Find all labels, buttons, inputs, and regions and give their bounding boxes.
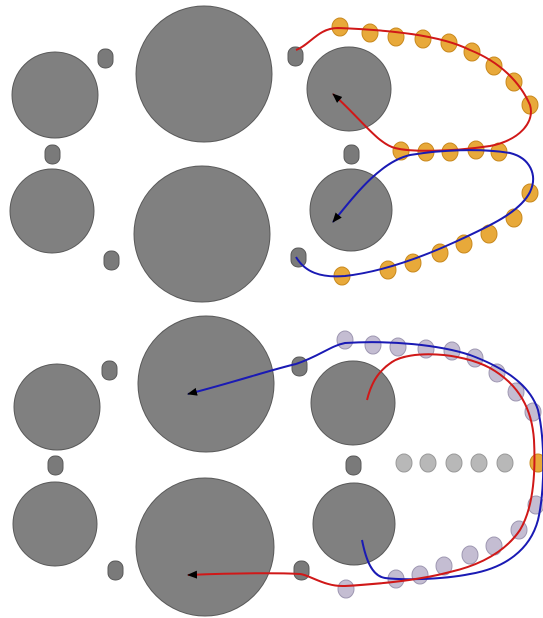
top-left-upper-circle <box>11 51 99 139</box>
bottom-small-node <box>47 455 64 476</box>
lavender-node <box>411 565 429 585</box>
bottom-red-path <box>187 353 536 588</box>
lavender-node <box>364 335 382 355</box>
top-small-node <box>290 247 307 268</box>
top-panel <box>9 5 539 303</box>
orange-node <box>463 42 481 62</box>
orange-node <box>414 29 432 49</box>
top-red-path <box>295 26 532 152</box>
orange-node <box>485 56 503 76</box>
bottom-right-upper-circle <box>310 360 396 446</box>
top-blue-path <box>295 149 535 278</box>
top-small-node <box>287 46 304 67</box>
orange-node <box>529 453 543 473</box>
bottom-small-node <box>293 560 310 581</box>
gray-node <box>395 453 413 473</box>
bottom-small-node <box>101 360 118 381</box>
orange-node <box>505 208 523 228</box>
bottom-left-lower-circle <box>12 481 98 567</box>
gray-node <box>445 453 463 473</box>
top-center-upper-circle <box>135 5 273 143</box>
bottom-center-upper-circle <box>137 315 275 453</box>
lavender-node <box>389 337 407 357</box>
lavender-node <box>337 579 355 599</box>
lavender-node <box>336 330 354 350</box>
bottom-right-lower-circle <box>312 482 396 566</box>
bottom-blue-path <box>295 341 543 581</box>
orange-node <box>505 72 523 92</box>
top-center-lower-circle <box>133 165 271 303</box>
bottom-center-lower-circle <box>135 477 275 617</box>
lavender-node <box>435 556 453 576</box>
gray-node <box>470 453 488 473</box>
bottom-small-node <box>345 455 362 476</box>
top-right-lower-circle <box>309 168 393 252</box>
top-left-lower-circle <box>9 168 95 254</box>
bottom-small-node <box>107 560 124 581</box>
bottom-blue-arrow <box>187 363 297 396</box>
gray-node <box>419 453 437 473</box>
lavender-node <box>461 545 479 565</box>
gray-node <box>496 453 514 473</box>
bottom-gray-node-row <box>395 453 543 473</box>
top-small-node <box>103 250 120 271</box>
orange-node <box>361 23 379 43</box>
top-orange-nodes <box>331 17 539 286</box>
top-small-node <box>343 144 360 165</box>
orange-node <box>331 17 349 37</box>
orange-node <box>379 260 397 280</box>
top-right-upper-circle <box>306 46 392 132</box>
top-small-node <box>97 48 114 69</box>
bottom-left-upper-circle <box>13 363 101 451</box>
lavender-node <box>485 536 503 556</box>
bottom-panel <box>12 315 543 617</box>
top-small-node <box>44 144 61 165</box>
